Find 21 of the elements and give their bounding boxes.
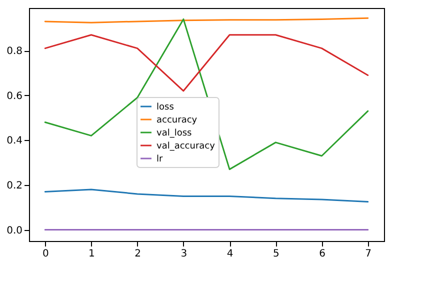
legend-label: val_loss: [156, 128, 192, 138]
x-tick-label: 7: [365, 248, 372, 260]
x-tick-label: 5: [272, 248, 280, 260]
legend-label: lr: [156, 154, 163, 164]
line-series: [44, 188, 369, 203]
line-series: [44, 34, 369, 92]
legend-label: accuracy: [156, 116, 198, 126]
x-tick-label: 1: [88, 248, 95, 260]
line-series: [44, 18, 369, 170]
y-tick-label: 0.8: [6, 46, 22, 58]
y-tick-label: 0.6: [6, 90, 22, 102]
y-tick-label: 0.0: [6, 225, 22, 236]
x-tick-label: 0: [42, 248, 49, 260]
legend-label: val_accuracy: [156, 142, 216, 152]
y-tick-label: 0.4: [6, 136, 22, 147]
y-tick-label: 0.2: [6, 180, 22, 192]
x-tick-label: 3: [180, 248, 188, 260]
x-tick-label: 4: [226, 248, 234, 260]
legend-label: loss: [156, 102, 174, 112]
x-tick-label: 6: [319, 248, 326, 260]
x-tick-label: 2: [134, 248, 142, 260]
